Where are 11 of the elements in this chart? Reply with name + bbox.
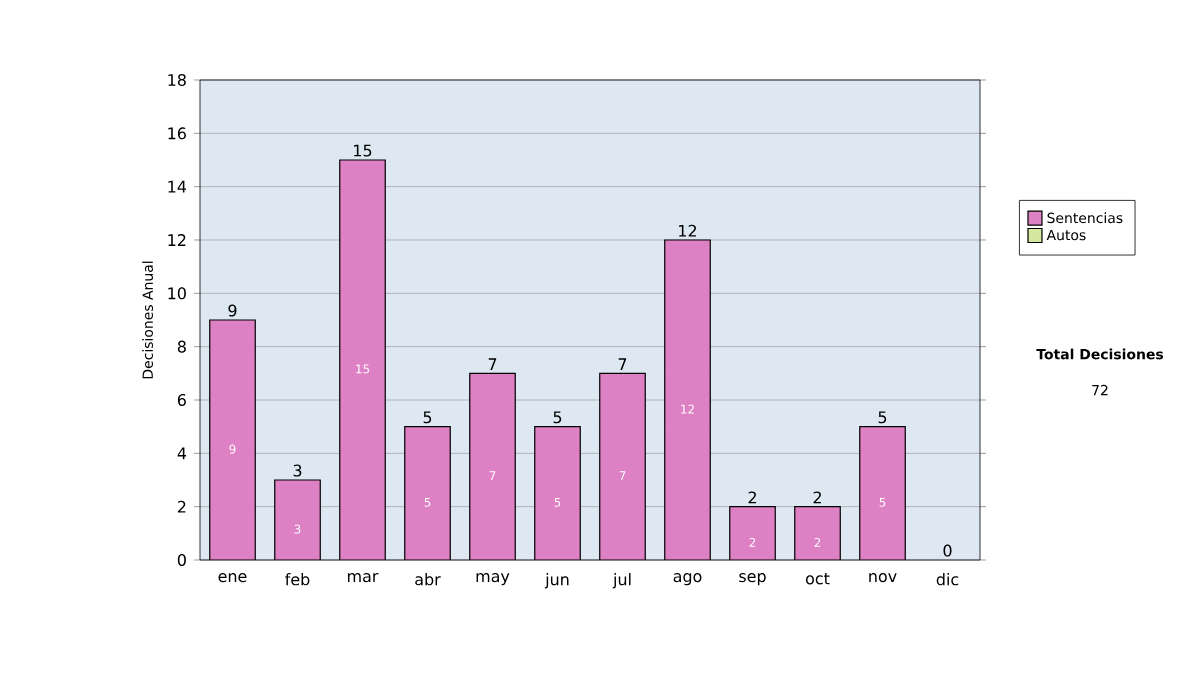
bar	[794, 506, 841, 560]
bar	[274, 480, 321, 560]
bar	[404, 426, 451, 560]
bar	[664, 239, 711, 560]
bar	[209, 320, 256, 560]
bar	[859, 426, 906, 560]
bar	[469, 373, 516, 560]
bar	[339, 159, 386, 560]
bar	[599, 373, 646, 560]
bar	[729, 506, 776, 560]
bar	[534, 426, 581, 560]
